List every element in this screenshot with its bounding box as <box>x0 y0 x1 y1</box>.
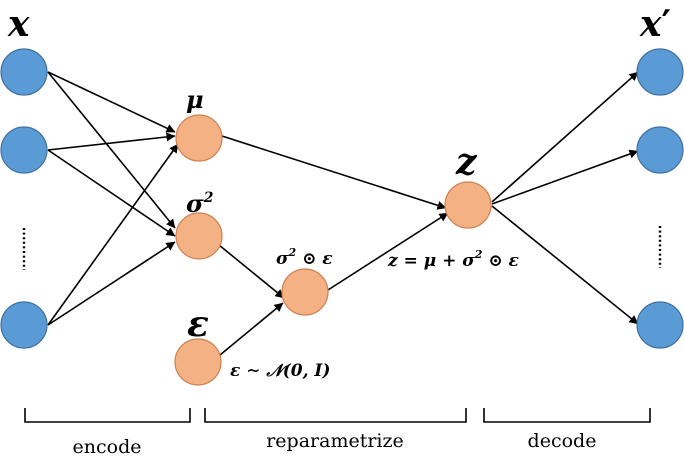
z-node <box>444 181 492 229</box>
output-prime: ′ <box>661 3 671 45</box>
sigma-node <box>175 212 223 260</box>
phase-brackets <box>24 408 651 423</box>
input-node-3 <box>0 301 48 349</box>
z-formula-exponent: 2 <box>474 248 483 261</box>
decode-bracket <box>483 408 651 423</box>
epsilon-distribution-label: ε ∼ 𝒩(0, I) <box>230 361 330 381</box>
edge-z-out1 <box>491 71 639 203</box>
z-label: z <box>455 141 478 183</box>
edge-x3-sigma <box>47 241 176 326</box>
input-node-1 <box>0 48 48 96</box>
edge-sigma-product <box>218 244 285 299</box>
edge-z-out2 <box>491 149 639 205</box>
sigma-eps-rest: ⊙ ε <box>296 249 332 269</box>
sigma-eps-base: σ <box>276 249 289 269</box>
reparametrize-bracket <box>204 408 467 423</box>
output-layer <box>636 48 684 349</box>
input-label: x <box>7 3 30 45</box>
reparametrize-label: reparametrize <box>266 430 404 452</box>
encode-bracket <box>24 408 191 423</box>
sigma-base: σ <box>186 189 204 218</box>
output-node-2 <box>636 126 684 174</box>
epsilon-node <box>174 338 222 386</box>
edge-product-z <box>327 212 449 291</box>
product-node <box>281 268 329 316</box>
edge-x3-mu <box>47 143 179 326</box>
edge-x2-mu <box>47 132 176 151</box>
input-node-2 <box>0 126 48 174</box>
output-node-3 <box>636 301 684 349</box>
edge-z-out3 <box>491 205 639 325</box>
edge-x1-sigma <box>47 71 176 229</box>
sigma-exponent: 2 <box>203 190 214 206</box>
sigma-eps-exponent: 2 <box>288 246 297 259</box>
epsilon-label: ε <box>187 303 209 345</box>
latent-layer <box>174 114 492 386</box>
edge-x1-mu <box>47 71 176 133</box>
decode-label: decode <box>528 430 597 452</box>
output-base: x <box>639 3 662 45</box>
mu-label: μ <box>186 85 204 114</box>
sigma-eps-label: σ2 ⊙ ε <box>276 246 333 269</box>
encode-label: encode <box>73 436 142 456</box>
input-layer <box>0 48 48 349</box>
output-label: x′ <box>639 3 671 45</box>
edge-epsilon-product <box>219 302 284 356</box>
edge-x2-sigma <box>47 149 176 237</box>
edge-mu-z <box>221 135 447 210</box>
z-formula-b: ⊙ ε <box>482 251 518 271</box>
z-formula-label: z = μ + σ2 ⊙ ε <box>387 248 519 271</box>
edges <box>47 71 639 356</box>
output-node-1 <box>636 48 684 96</box>
z-formula-a: z = μ + σ <box>387 251 475 271</box>
sigma-label: σ2 <box>186 189 214 218</box>
mu-node <box>175 114 223 162</box>
